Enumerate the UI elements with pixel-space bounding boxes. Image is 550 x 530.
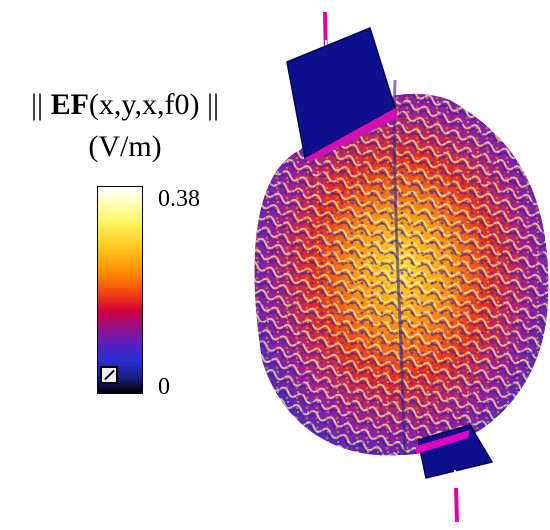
colorbar-unit: (V/m) <box>88 130 162 163</box>
title-arguments: (x,y,x,f0) <box>88 88 200 121</box>
colorbar <box>97 186 143 394</box>
brain-surface <box>254 79 549 456</box>
norm-bars-left: || <box>31 88 44 121</box>
colorbar-min-label: 0 <box>158 374 170 400</box>
colorbar-max-label: 0.38 <box>158 186 200 212</box>
colorbar-title: || EF(x,y,x,f0) || <box>0 88 250 122</box>
colorbar-reset-icon[interactable] <box>100 366 118 384</box>
norm-bars-right: || <box>206 88 219 121</box>
electrode-bottom <box>416 424 494 523</box>
electrode-top <box>286 11 398 162</box>
title-bold-symbol: EF <box>50 88 89 121</box>
